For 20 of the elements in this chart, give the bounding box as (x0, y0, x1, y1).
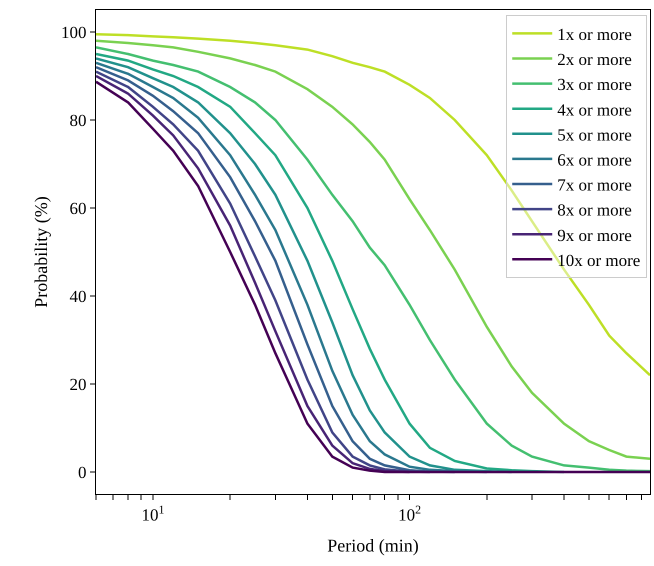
y-tick-label: 80 (70, 110, 86, 130)
y-tick-label: 100 (61, 22, 86, 42)
legend-label: 6x or more (557, 150, 632, 170)
y-tick-label: 20 (70, 374, 86, 394)
y-tick-label: 60 (70, 198, 86, 218)
legend-label: 10x or more (557, 250, 640, 270)
x-tick-label: 10$^{1}$ (141, 502, 164, 524)
x-tick-label: 10$^{2}$ (398, 502, 422, 524)
y-axis-title: Probability (%) (31, 196, 52, 308)
y-tick-label: 40 (70, 286, 86, 306)
x-axis-title: Period (min) (327, 536, 419, 556)
legend-label: 7x or more (557, 176, 632, 195)
y-tick-label: 0 (78, 462, 86, 482)
legend-label: 2x or more (557, 50, 632, 70)
legend-label: 5x or more (557, 125, 632, 144)
legend-label: 8x or more (557, 200, 632, 220)
legend-label: 4x or more (557, 100, 632, 120)
legend-label: 1x or more (557, 25, 632, 44)
legend-label: 9x or more (557, 226, 632, 245)
legend-label: 3x or more (557, 75, 632, 94)
